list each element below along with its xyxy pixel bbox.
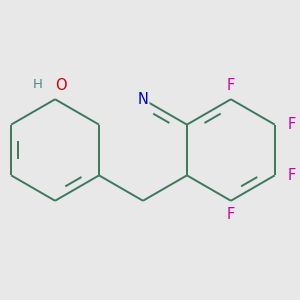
Text: F: F [227, 78, 235, 93]
Text: H: H [33, 78, 43, 91]
Text: N: N [138, 92, 148, 107]
Text: F: F [288, 117, 296, 132]
Text: F: F [288, 168, 296, 183]
Text: F: F [227, 207, 235, 222]
Text: O: O [55, 78, 66, 93]
